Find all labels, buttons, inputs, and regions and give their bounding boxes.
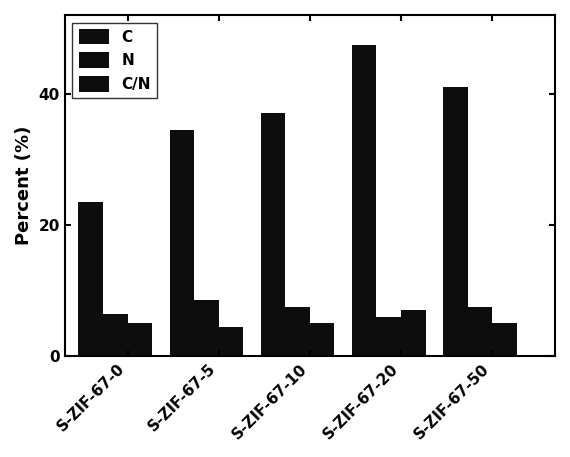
Bar	[260, 113, 286, 356]
Bar	[219, 327, 243, 356]
Bar	[170, 130, 194, 356]
Bar	[286, 307, 310, 356]
Bar	[194, 301, 219, 356]
Legend: C, N, C/N: C, N, C/N	[72, 23, 157, 98]
Bar	[492, 324, 517, 356]
Bar	[79, 202, 103, 356]
Y-axis label: Percent (%): Percent (%)	[15, 126, 33, 245]
Bar	[352, 44, 376, 356]
Bar	[310, 324, 335, 356]
Bar	[401, 310, 426, 356]
Bar	[443, 87, 467, 356]
Bar	[467, 307, 492, 356]
Bar	[103, 314, 128, 356]
Bar	[128, 324, 152, 356]
Bar	[376, 317, 401, 356]
